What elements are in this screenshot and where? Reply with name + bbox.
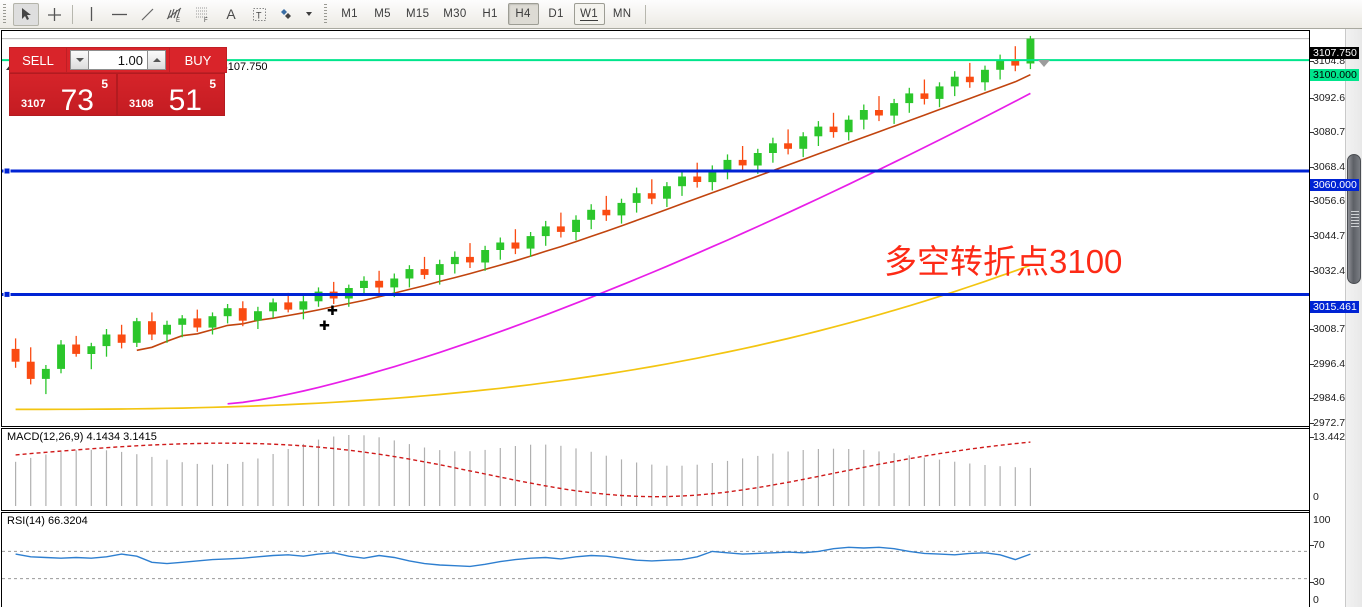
timeframe-m15[interactable]: M15 bbox=[400, 3, 435, 25]
chart-annotation-text: 多空转折点3100 bbox=[884, 243, 1123, 280]
horizontal-line-icon[interactable] bbox=[106, 3, 132, 26]
timeframe-h1-label: H1 bbox=[482, 8, 498, 20]
timeframe-h4[interactable]: H4 bbox=[507, 3, 539, 25]
price-chart-canvas bbox=[2, 35, 1309, 411]
price-label-bid: 3100.000 bbox=[1310, 69, 1359, 81]
toolbar-grip-tools[interactable] bbox=[2, 3, 9, 25]
sell-price-box[interactable]: 3107 73 5 bbox=[9, 73, 117, 116]
toolbar: E F A T M1 M5 bbox=[0, 0, 1362, 29]
timeframe-m1-label: M1 bbox=[341, 8, 358, 20]
vertical-scrollbar[interactable] bbox=[1345, 29, 1362, 607]
macd-canvas bbox=[15, 435, 1032, 506]
timeframe-m5[interactable]: M5 bbox=[367, 3, 398, 25]
macd-pane[interactable]: MACD(12,26,9) 4.1434 3.1415 bbox=[1, 428, 1310, 511]
price-tick: 3068.490 bbox=[1310, 161, 1357, 173]
macd-scale-bottom: 0 bbox=[1313, 491, 1319, 503]
volume-increase-icon[interactable] bbox=[147, 50, 166, 70]
timeframe-m15-label: M15 bbox=[406, 8, 430, 20]
sell-price-main: 73 bbox=[60, 84, 94, 117]
timeframe-m30[interactable]: M30 bbox=[437, 3, 472, 25]
price-label-sr: 3015.461 bbox=[1310, 301, 1359, 313]
toolbar-separator-1 bbox=[72, 4, 73, 24]
price-tick: 3092.610 bbox=[1310, 92, 1357, 104]
price-label-last: 3107.750 bbox=[1310, 47, 1359, 59]
price-scale[interactable]: 3107.750 3104.850 3100.000 3092.610 3080.730… bbox=[1310, 30, 1359, 429]
rsi-label: RSI(14) 66.3204 bbox=[7, 515, 88, 527]
timeframe-h1[interactable]: H1 bbox=[475, 3, 506, 25]
timeframe-h4-label: H4 bbox=[515, 8, 531, 20]
svg-text:F: F bbox=[204, 18, 208, 23]
timeframe-d1[interactable]: D1 bbox=[541, 3, 572, 25]
macd-label: MACD(12,26,9) 4.1434 3.1415 bbox=[7, 431, 157, 443]
timeframe-m1[interactable]: M1 bbox=[334, 3, 365, 25]
rsi-scale-70: 70 bbox=[1310, 539, 1325, 551]
fibonacci-icon[interactable]: F bbox=[190, 3, 216, 26]
volume-decrease-icon[interactable] bbox=[70, 50, 89, 70]
price-tick: 3104.850 bbox=[1310, 55, 1357, 67]
price-scale-divider bbox=[1309, 30, 1310, 607]
shapes-dropdown-arrow-icon[interactable] bbox=[302, 3, 314, 26]
rsi-scale-30: 30 bbox=[1310, 576, 1325, 588]
price-tick: 2996.490 bbox=[1310, 358, 1357, 370]
price-tick: 3080.730 bbox=[1310, 126, 1357, 138]
trendline-icon[interactable] bbox=[134, 3, 160, 26]
buy-price-main: 51 bbox=[168, 84, 202, 117]
buy-price-prefix: 3108 bbox=[129, 98, 154, 110]
elliott-wave-icon[interactable]: E bbox=[162, 3, 188, 26]
timeframe-m30-label: M30 bbox=[443, 8, 467, 20]
price-tick: 3008.730 bbox=[1310, 323, 1357, 335]
price-tick: 2984.610 bbox=[1310, 392, 1357, 404]
text-icon[interactable]: A bbox=[226, 6, 236, 22]
macd-scale-top: 13.4422 bbox=[1310, 431, 1351, 443]
price-tick: 3044.730 bbox=[1310, 230, 1357, 242]
sell-price-prefix: 3107 bbox=[21, 98, 46, 110]
volume-stepper[interactable]: 1.00 bbox=[67, 47, 169, 73]
sell-price-pip: 5 bbox=[101, 77, 108, 91]
one-click-trading-prices: 3107 73 5 3108 51 5 bbox=[9, 73, 227, 116]
current-bar-marker-icon bbox=[1038, 60, 1050, 67]
price-label-sr: 3060.000 bbox=[1310, 179, 1359, 191]
svg-text:T: T bbox=[256, 10, 262, 20]
buy-price-pip: 5 bbox=[209, 77, 216, 91]
one-click-trading-header: SELL 1.00 BUY bbox=[9, 47, 227, 73]
svg-text:E: E bbox=[176, 18, 180, 23]
rsi-canvas bbox=[2, 546, 1309, 580]
volume-input[interactable]: 1.00 bbox=[89, 50, 147, 70]
timeframe-d1-label: D1 bbox=[548, 8, 564, 20]
cursor-icon[interactable] bbox=[13, 2, 39, 26]
crosshair-icon[interactable] bbox=[41, 3, 67, 26]
timeframe-w1[interactable]: W1 bbox=[573, 3, 605, 25]
timeframe-mn-label: MN bbox=[612, 8, 632, 20]
price-tick: 2972.730 bbox=[1310, 417, 1357, 429]
sell-button[interactable]: SELL bbox=[9, 47, 67, 73]
one-click-trading-panel[interactable]: SELL 1.00 BUY 3107 73 5 3108 51 5 bbox=[9, 47, 227, 116]
crosshair-marker-2: ✚ bbox=[319, 318, 330, 333]
text-label-icon[interactable]: T bbox=[246, 3, 272, 26]
timeframe-m5-label: M5 bbox=[374, 8, 391, 20]
price-tick: 3056.610 bbox=[1310, 195, 1357, 207]
toolbar-separator-2 bbox=[644, 4, 646, 24]
price-tick: 3032.490 bbox=[1310, 265, 1357, 277]
timeframe-w1-label: W1 bbox=[580, 7, 598, 21]
toolbar-grip-timeframes[interactable] bbox=[323, 3, 330, 25]
timeframe-mn[interactable]: MN bbox=[607, 3, 638, 25]
vertical-line-icon[interactable] bbox=[78, 3, 104, 26]
rsi-pane[interactable]: RSI(14) 66.3204 bbox=[1, 512, 1310, 607]
buy-button[interactable]: BUY bbox=[169, 47, 227, 73]
crosshair-marker-1: ✚ bbox=[327, 303, 338, 318]
buy-price-box[interactable]: 3108 51 5 bbox=[117, 73, 225, 116]
rsi-scale-100: 100 bbox=[1313, 514, 1331, 526]
rsi-scale-0: 0 bbox=[1313, 594, 1319, 606]
shapes-icon[interactable] bbox=[274, 3, 300, 26]
vertical-scrollbar-thumb[interactable] bbox=[1347, 154, 1361, 284]
